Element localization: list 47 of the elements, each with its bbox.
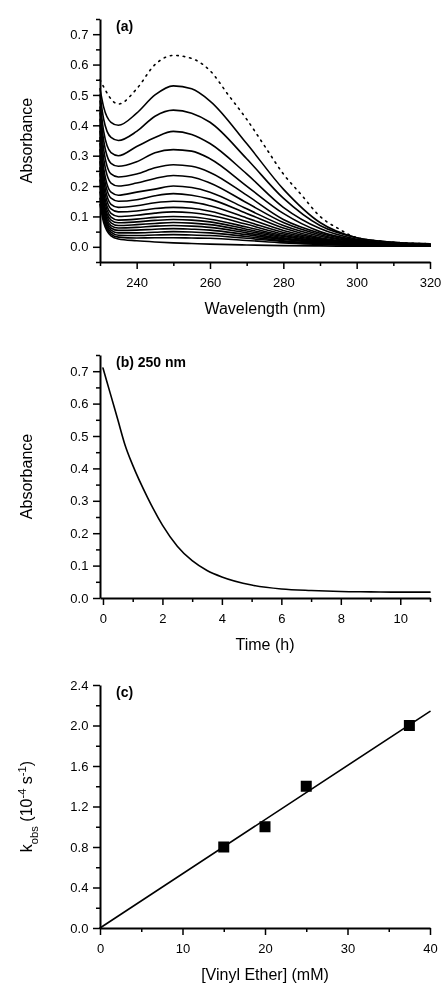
x-axis-title: Wavelength (nm) [204, 300, 326, 317]
y-tick-label: 0.3 [70, 493, 89, 509]
y-tick-label: 0.2 [70, 525, 89, 541]
x-tick-label: 8 [337, 610, 345, 626]
y-tick-label: 0.7 [70, 363, 89, 379]
y-tick-label: 2.4 [70, 677, 89, 693]
x-tick-label: 0 [99, 610, 108, 626]
x-tick-label: 300 [346, 274, 369, 290]
y-tick-label: 0.2 [70, 178, 89, 194]
x-tick-label: 4 [218, 610, 227, 626]
y-tick-label: 0.8 [70, 839, 89, 855]
chart-title: (c) [116, 684, 134, 700]
y-tick-label: 0.0 [70, 920, 89, 936]
y-axis-title: Absorbance [18, 433, 35, 520]
x-tick-label: 2 [159, 610, 167, 626]
y-tick-label: 0.1 [70, 209, 89, 225]
x-tick-label: 320 [419, 274, 442, 290]
y-tick-label: 0.5 [70, 87, 89, 103]
y-tick-label: 0.6 [70, 57, 89, 73]
x-tick-label: 40 [423, 940, 438, 956]
x-tick-label: 280 [272, 274, 295, 290]
y-tick-label: 0.6 [70, 396, 89, 412]
y-tick-label: 2.0 [70, 718, 89, 734]
chart-title: (b) 250 nm [116, 354, 187, 370]
x-tick-label: 0 [96, 940, 105, 956]
y-tick-label: 0.4 [70, 461, 89, 477]
y-tick-label: 0.0 [70, 239, 89, 255]
chart-title: (a) [116, 18, 134, 34]
x-tick-label: 6 [278, 610, 286, 626]
x-tick-label: 240 [126, 274, 149, 290]
x-tick-label: 10 [393, 610, 408, 626]
y-tick-label: 0.5 [70, 428, 89, 444]
y-tick-label: 0.4 [70, 117, 89, 133]
y-tick-label: 0.7 [70, 26, 89, 42]
y-tick-label: 0.0 [70, 590, 89, 606]
x-tick-label: 260 [199, 274, 222, 290]
y-tick-label: 0.3 [70, 148, 89, 164]
y-tick-label: 0.1 [70, 558, 89, 574]
y-tick-label: 0.4 [70, 880, 89, 896]
y-tick-label: 1.6 [70, 758, 89, 774]
x-axis-title: [Vinyl Ether] (mM) [201, 966, 329, 983]
x-tick-label: 10 [175, 940, 191, 956]
y-axis-title: Absorbance [18, 97, 35, 184]
x-tick-label: 30 [340, 940, 356, 956]
x-axis-title: Time (h) [235, 636, 295, 653]
y-tick-label: 1.2 [70, 799, 89, 815]
x-tick-label: 20 [258, 940, 273, 956]
